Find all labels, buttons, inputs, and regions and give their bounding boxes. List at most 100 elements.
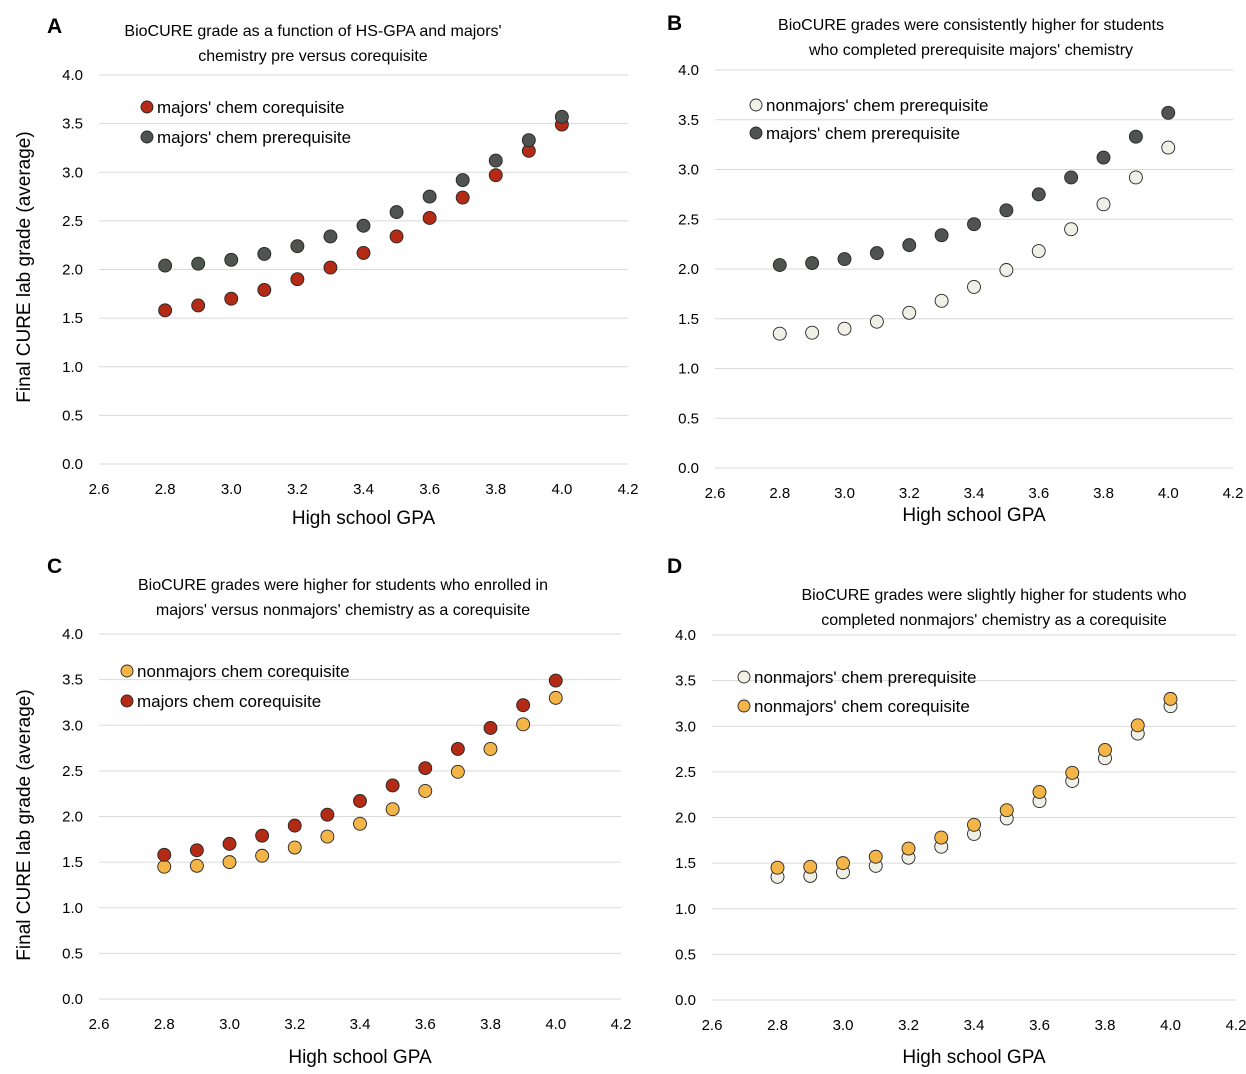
data-point bbox=[222, 855, 237, 870]
x-tick-label: 3.2 bbox=[899, 485, 920, 502]
data-point bbox=[323, 229, 338, 244]
x-tick-label: 3.4 bbox=[350, 1016, 371, 1033]
x-tick-label: 4.2 bbox=[1226, 1017, 1246, 1034]
panel-d: D BioCURE grades were slightly higher for… bbox=[667, 555, 1246, 1068]
legend-label: majors' chem prerequisite bbox=[157, 128, 351, 147]
data-point bbox=[836, 856, 850, 871]
data-point bbox=[257, 246, 272, 261]
y-tick-label: 2.5 bbox=[678, 211, 699, 228]
data-point bbox=[837, 252, 852, 266]
legend-label: majors' chem corequisite bbox=[157, 98, 344, 117]
data-point bbox=[934, 228, 949, 243]
x-tick-label: 3.6 bbox=[415, 1016, 436, 1033]
x-tick-label: 4.0 bbox=[1158, 485, 1179, 502]
data-point bbox=[554, 109, 569, 124]
legend-marker bbox=[737, 699, 751, 713]
data-point bbox=[967, 817, 981, 832]
y-tick-label: 0.0 bbox=[678, 460, 699, 477]
data-point bbox=[1161, 140, 1176, 155]
data-point bbox=[483, 721, 498, 735]
legend-marker bbox=[140, 100, 154, 114]
y-tick-label: 0.0 bbox=[62, 456, 83, 473]
data-point bbox=[1096, 197, 1111, 212]
data-point bbox=[385, 778, 400, 793]
series-2 bbox=[770, 691, 1178, 875]
y-tick-label: 3.0 bbox=[62, 717, 83, 734]
data-point bbox=[1130, 718, 1145, 733]
data-point bbox=[389, 229, 404, 244]
data-point bbox=[869, 246, 884, 261]
data-point bbox=[967, 279, 981, 294]
data-point bbox=[869, 314, 884, 329]
y-tick-label: 0.5 bbox=[62, 945, 83, 962]
data-point bbox=[356, 218, 371, 233]
data-point bbox=[389, 205, 404, 220]
data-point bbox=[255, 828, 270, 843]
data-point bbox=[1161, 105, 1176, 120]
data-point bbox=[450, 764, 465, 779]
data-point bbox=[224, 291, 239, 306]
data-point bbox=[290, 239, 305, 254]
panel-letter: D bbox=[667, 555, 682, 578]
series-1 bbox=[770, 699, 1178, 884]
legend-entry: nonmajors' chem prerequisite bbox=[749, 96, 988, 115]
y-tick-label: 3.5 bbox=[675, 673, 696, 690]
data-point bbox=[224, 252, 239, 267]
y-tick-label: 2.0 bbox=[675, 810, 696, 827]
data-point bbox=[999, 803, 1014, 818]
x-tick-label: 2.8 bbox=[154, 1016, 175, 1033]
chart-title-line: BioCURE grades were consistently higher … bbox=[778, 17, 1164, 34]
series-2 bbox=[158, 109, 569, 273]
x-tick-label: 3.4 bbox=[964, 1017, 985, 1034]
x-axis-label: High school GPA bbox=[902, 505, 1046, 526]
x-tick-label: 3.2 bbox=[898, 1017, 919, 1034]
data-point bbox=[999, 203, 1014, 218]
data-point bbox=[191, 298, 206, 313]
y-axis-label: Final CURE lab grade (average) bbox=[14, 689, 35, 960]
legend-marker bbox=[749, 98, 763, 112]
x-tick-label: 2.6 bbox=[89, 1016, 110, 1033]
y-tick-label: 4.0 bbox=[62, 67, 83, 84]
data-point bbox=[1064, 222, 1079, 237]
data-point bbox=[516, 698, 531, 713]
legend-marker bbox=[749, 126, 763, 140]
data-point bbox=[772, 326, 787, 341]
data-point bbox=[902, 305, 917, 320]
data-point bbox=[1098, 743, 1112, 757]
y-tick-label: 3.5 bbox=[678, 112, 699, 129]
x-tick-label: 3.2 bbox=[287, 481, 308, 498]
data-point bbox=[488, 153, 503, 168]
data-point bbox=[157, 859, 172, 874]
data-point bbox=[803, 859, 818, 874]
y-tick-label: 2.5 bbox=[62, 213, 83, 230]
data-point bbox=[353, 816, 367, 831]
x-tick-label: 4.2 bbox=[1223, 485, 1244, 502]
legend-entry: majors chem corequisite bbox=[120, 692, 321, 711]
x-tick-label: 2.8 bbox=[767, 1017, 788, 1034]
y-tick-label: 2.0 bbox=[62, 809, 83, 826]
y-tick-label: 1.5 bbox=[62, 854, 83, 871]
x-tick-label: 2.8 bbox=[769, 485, 790, 502]
legend-marker bbox=[120, 694, 134, 708]
series-1 bbox=[158, 117, 569, 318]
legend-label: nonmajors' chem prerequisite bbox=[766, 96, 988, 115]
legend-marker bbox=[120, 664, 134, 678]
panel-c: C BioCURE grades were higher for students… bbox=[14, 555, 631, 1068]
legend-label: majors' chem prerequisite bbox=[766, 124, 960, 143]
x-tick-label: 3.8 bbox=[1093, 485, 1114, 502]
series-1 bbox=[157, 690, 563, 874]
data-point bbox=[189, 843, 204, 858]
y-tick-label: 1.5 bbox=[62, 310, 83, 327]
chart-title-line: majors' versus nonmajors' chemistry as a… bbox=[156, 602, 530, 619]
data-point bbox=[516, 717, 531, 732]
data-point bbox=[770, 860, 785, 875]
y-tick-label: 4.0 bbox=[62, 626, 83, 643]
x-tick-label: 3.0 bbox=[834, 485, 855, 502]
data-point bbox=[483, 742, 498, 756]
data-point bbox=[1064, 170, 1079, 185]
series-2 bbox=[772, 105, 1176, 272]
x-tick-label: 3.4 bbox=[353, 481, 374, 498]
data-point bbox=[257, 282, 272, 297]
y-tick-label: 2.5 bbox=[675, 764, 696, 781]
